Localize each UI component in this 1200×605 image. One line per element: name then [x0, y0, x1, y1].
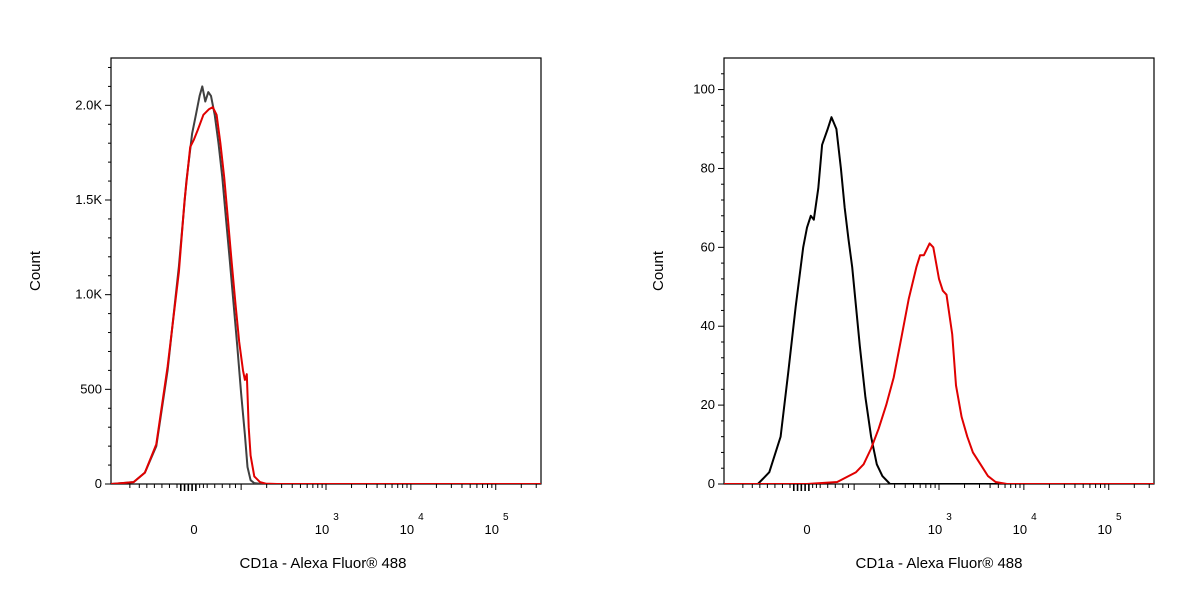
series-line-1: [111, 85, 541, 484]
y-tick-label: 80: [701, 160, 715, 175]
plot-frame: [723, 57, 1155, 485]
y-tick-label: 20: [701, 397, 715, 412]
x-tick-exponent: 4: [418, 512, 424, 523]
x-tick-exponent: 4: [1031, 512, 1037, 523]
y-tick-label: 0: [708, 476, 715, 491]
x-tick-label: 10: [485, 522, 499, 537]
x-tick-label: 0: [190, 522, 197, 537]
x-tick-exponent: 3: [333, 512, 339, 523]
x-tick-label: 10: [315, 522, 329, 537]
chart-panel-2: 0 20 40 60 80 100 0 10 3 10 4 10 5 CD1a - Alexa Fluor…: [650, 57, 1155, 572]
y-axis-title: Count: [650, 250, 667, 291]
y-tick-label: 1.5K: [75, 192, 102, 207]
y-tick-label: 2.0K: [75, 97, 102, 112]
x-tick-label: 10: [1098, 522, 1112, 537]
chart-panel-1: 0 500 1.0K 1.5K 2.0K 0 10 3 10 4 10 5 CD1a - Alexa F…: [27, 57, 542, 572]
series-line-2: [724, 242, 1154, 484]
x-tick-exponent: 5: [1116, 512, 1122, 523]
x-axis-title: CD1a - Alexa Fluor® 488: [240, 555, 407, 572]
x-tick-label: 0: [803, 522, 810, 537]
y-tick-label: 500: [80, 381, 102, 396]
y-axis-title: Count: [27, 250, 44, 291]
x-tick-label: 10: [1013, 522, 1027, 537]
x-tick-label: 10: [928, 522, 942, 537]
y-tick-label: 40: [701, 318, 715, 333]
series-line-2: [111, 106, 541, 484]
x-tick-exponent: 5: [503, 512, 509, 523]
y-tick-label: 100: [693, 82, 715, 97]
x-axis-title: CD1a - Alexa Fluor® 488: [856, 555, 1023, 572]
plot-frame: [110, 57, 542, 485]
series-line-1: [724, 116, 1154, 484]
x-tick-exponent: 3: [946, 512, 952, 523]
y-tick-label: 60: [701, 239, 715, 254]
y-tick-label: 1.0K: [75, 287, 102, 302]
y-tick-label: 0: [95, 476, 102, 491]
x-tick-label: 10: [400, 522, 414, 537]
